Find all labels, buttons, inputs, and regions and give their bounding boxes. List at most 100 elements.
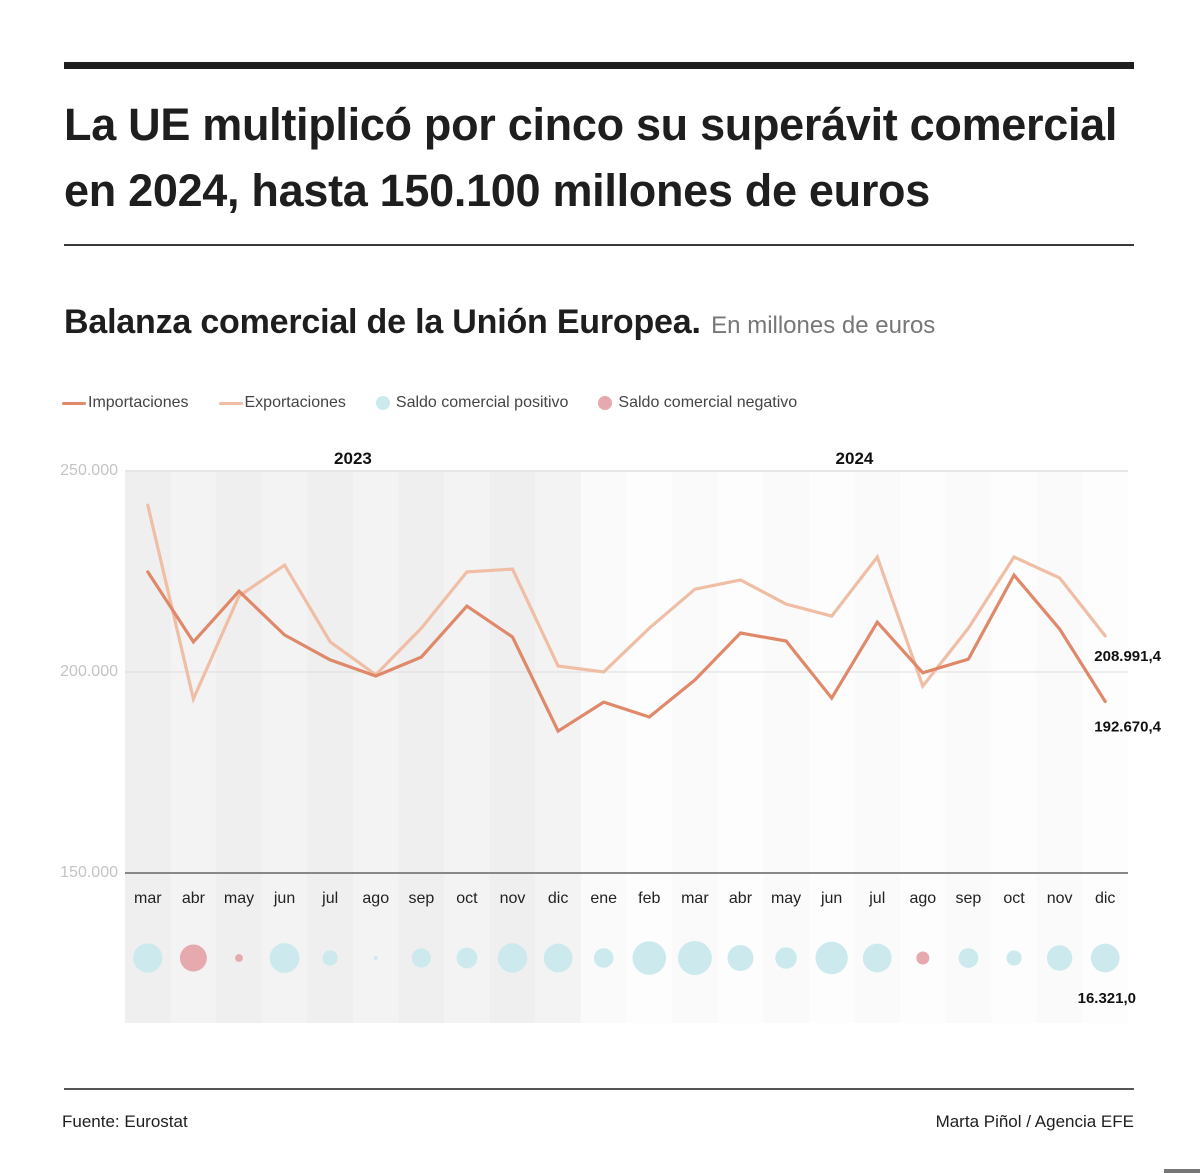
column-band <box>352 471 400 1023</box>
positive-balance-bubble <box>727 945 754 971</box>
imports-end-label: 192.670,4 <box>1094 718 1161 735</box>
month-label: jul <box>321 890 338 907</box>
y-tick-label: 250.000 <box>60 462 118 479</box>
positive-balance-bubble <box>677 941 712 975</box>
balance-bubbles <box>133 941 1120 975</box>
month-label: jun <box>273 890 295 907</box>
column-band <box>170 471 217 1023</box>
unit-note: En millones de euros <box>711 312 936 339</box>
positive-balance-bubble <box>411 948 431 968</box>
positive-balance-bubble <box>269 943 300 973</box>
month-label: sep <box>956 890 982 907</box>
month-label: dic <box>1095 890 1115 907</box>
legend-label: Saldo comercial positivo <box>395 394 569 411</box>
year-label: 2024 <box>836 449 874 468</box>
y-tick-label: 200.000 <box>60 663 118 680</box>
month-label: may <box>771 890 801 907</box>
legend: Importaciones Exportaciones Saldo comerc… <box>62 394 827 412</box>
legend-label: Saldo comercial negativo <box>618 394 798 411</box>
positive-balance-bubble <box>543 943 573 973</box>
positive-balance-bubble <box>1046 945 1073 971</box>
positive-balance-bubble <box>373 956 378 960</box>
column-band <box>489 471 536 1023</box>
corner-mark <box>1164 1169 1200 1173</box>
month-label: abr <box>729 890 753 907</box>
positive-balance-bubble <box>815 941 848 975</box>
column-band <box>535 471 582 1023</box>
column-band <box>763 471 810 1023</box>
positive-balance-bubble <box>958 948 979 968</box>
year-labels: 2023 2024 <box>334 449 874 468</box>
column-band <box>125 471 172 1023</box>
positive-balance-bubble <box>593 948 614 968</box>
exports-end-label: 208.991,4 <box>1094 648 1161 665</box>
month-label: sep <box>408 890 434 907</box>
positive-balance-bubble <box>133 943 163 973</box>
positive-dot-swatch <box>375 396 390 410</box>
legend-item-positive-balance: Saldo comercial positivo <box>375 394 569 412</box>
column-band <box>307 471 354 1023</box>
series-lines <box>146 503 1107 734</box>
column-band <box>945 471 992 1023</box>
legend-item-negative-balance: Saldo comercial negativo <box>598 394 797 412</box>
positive-balance-bubble <box>1090 943 1120 973</box>
column-band <box>672 471 719 1023</box>
month-label: ago <box>362 890 389 907</box>
y-axis-ticks: 250.000 200.000 150.000 <box>60 462 118 881</box>
positive-balance-bubble <box>632 941 667 975</box>
month-label: dic <box>548 890 568 907</box>
negative-balance-bubble <box>235 954 243 962</box>
legend-item-imports: Importaciones <box>62 394 189 412</box>
legend-label: Importaciones <box>88 394 189 411</box>
column-band <box>626 471 673 1023</box>
column-band <box>717 471 764 1023</box>
source-note: Fuente: Eurostat <box>62 1112 188 1131</box>
column-band <box>1036 471 1083 1023</box>
footer-divider <box>64 1088 1134 1090</box>
end-labels: 208.991,4 192.670,4 16.321,0 <box>1078 648 1162 1007</box>
chart-title: Balanza comercial de la Unión Europea. <box>64 303 701 341</box>
column-band <box>991 471 1038 1023</box>
positive-balance-bubble <box>775 947 797 969</box>
column-band <box>216 471 263 1023</box>
exports-line-swatch <box>218 401 243 405</box>
month-label: jun <box>820 890 842 907</box>
credit-note: Marta Piñol / Agencia EFE <box>935 1112 1134 1131</box>
month-label: ago <box>909 890 936 907</box>
legend-item-exports: Exportaciones <box>218 394 346 412</box>
headline: La UE multiplicó por cinco su superávit … <box>64 99 1118 216</box>
header-divider <box>64 244 1134 246</box>
positive-balance-bubble <box>497 943 528 973</box>
positive-balance-bubble <box>1006 950 1022 966</box>
month-label: ene <box>590 890 617 907</box>
month-label: abr <box>182 890 206 907</box>
month-label: mar <box>681 890 709 907</box>
column-band <box>854 471 901 1023</box>
negative-balance-bubble <box>179 944 207 972</box>
month-label: nov <box>500 890 526 907</box>
positive-balance-bubble <box>862 943 892 973</box>
imports-line <box>146 570 1107 734</box>
column-band <box>900 471 947 1023</box>
trade-balance-chart: 250.000 200.000 150.000 2023 2024 mar abr may… <box>60 449 1162 1023</box>
column-band <box>580 471 627 1023</box>
column-band <box>444 471 491 1023</box>
gridlines <box>125 470 1128 874</box>
column-band <box>808 471 855 1023</box>
month-label: may <box>224 890 254 907</box>
month-label: feb <box>638 890 660 907</box>
column-band <box>1082 471 1129 1023</box>
positive-balance-bubble <box>456 947 478 969</box>
column-band <box>398 471 445 1023</box>
top-rule <box>64 62 1134 69</box>
imports-line-swatch <box>62 401 86 405</box>
negative-balance-bubble <box>916 951 930 965</box>
month-label: oct <box>456 890 478 907</box>
month-label: mar <box>134 890 162 907</box>
negative-dot-swatch <box>598 396 613 410</box>
positive-balance-bubble <box>322 950 338 966</box>
balance-end-label: 16.321,0 <box>1078 990 1136 1007</box>
x-axis-labels: mar abr may jun jul ago sep oct nov dic ene feb mar a… <box>134 890 1115 907</box>
month-label: nov <box>1047 890 1073 907</box>
column-bands <box>125 471 1129 1023</box>
